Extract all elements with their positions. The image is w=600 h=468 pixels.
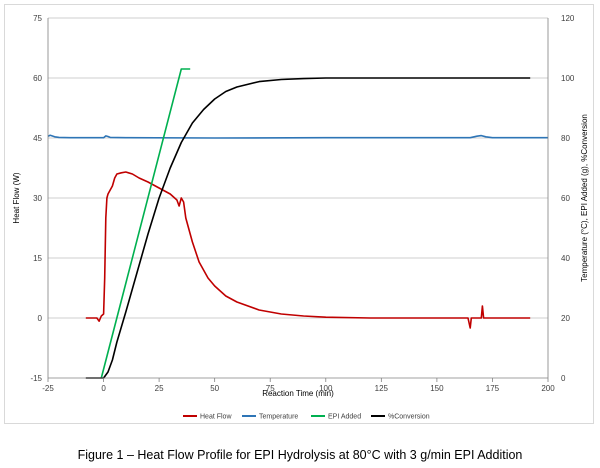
axes: -15 0 15 30 45 60 75 0 20 40 60 80 100 120 -25 0 25 50 75 1… bbox=[30, 14, 574, 393]
series-line-heat-flow bbox=[85, 171, 531, 329]
figure-caption: Figure 1 – Heat Flow Profile for EPI Hyd… bbox=[77, 448, 523, 462]
y-left-tick-label: 0 bbox=[38, 314, 43, 323]
x-tick-label: 150 bbox=[430, 384, 444, 393]
y-axis-right-title: Temperature (°C), EPI Added (g), %Conver… bbox=[580, 114, 589, 282]
x-tick-label: -25 bbox=[42, 384, 54, 393]
legend-label: %Conversion bbox=[388, 414, 430, 421]
x-tick-label: 175 bbox=[486, 384, 500, 393]
y-right-tick-label: 80 bbox=[561, 134, 570, 143]
legend-label: EPI Added bbox=[328, 414, 361, 421]
x-tick-label: 200 bbox=[541, 384, 555, 393]
y-right-tick-label: 0 bbox=[561, 374, 566, 383]
series-line-temperature bbox=[47, 134, 548, 139]
y-left-tick-label: 75 bbox=[33, 14, 42, 23]
x-tick-label: 100 bbox=[319, 384, 333, 393]
y-left-tick-label: 15 bbox=[33, 254, 42, 263]
series-line-epi-added bbox=[100, 68, 191, 379]
y-left-tick-label: 60 bbox=[33, 74, 42, 83]
y-left-tick-label: -15 bbox=[30, 374, 42, 383]
y-right-tick-label: 100 bbox=[561, 74, 575, 83]
series-lines bbox=[47, 68, 548, 379]
legend: Heat Flow Temperature EPI Added %Conversion bbox=[183, 414, 430, 421]
legend-label: Temperature bbox=[259, 414, 298, 421]
y-left-tick-label: 30 bbox=[33, 194, 42, 203]
chart-frame: -15 0 15 30 45 60 75 0 20 40 60 80 100 120 -25 0 25 50 75 1… bbox=[4, 4, 594, 424]
heat-flow-chart: -15 0 15 30 45 60 75 0 20 40 60 80 100 120 -25 0 25 50 75 1… bbox=[12, 14, 589, 421]
y-right-tick-label: 120 bbox=[561, 14, 575, 23]
y-right-tick-label: 40 bbox=[561, 254, 570, 263]
x-axis-title: Reaction Time (min) bbox=[262, 389, 334, 398]
legend-label: Heat Flow bbox=[200, 414, 232, 421]
x-tick-label: 125 bbox=[375, 384, 389, 393]
x-tick-label: 75 bbox=[266, 384, 275, 393]
x-tick-label: 0 bbox=[101, 384, 106, 393]
series-line-conversion bbox=[85, 77, 531, 379]
y-left-tick-label: 45 bbox=[33, 134, 42, 143]
y-right-tick-label: 20 bbox=[561, 314, 570, 323]
x-tick-label: 50 bbox=[210, 384, 219, 393]
gridlines bbox=[48, 17, 548, 319]
x-tick-label: 25 bbox=[155, 384, 164, 393]
y-axis-left-title: Heat Flow (W) bbox=[12, 172, 21, 223]
y-right-tick-label: 60 bbox=[561, 194, 570, 203]
